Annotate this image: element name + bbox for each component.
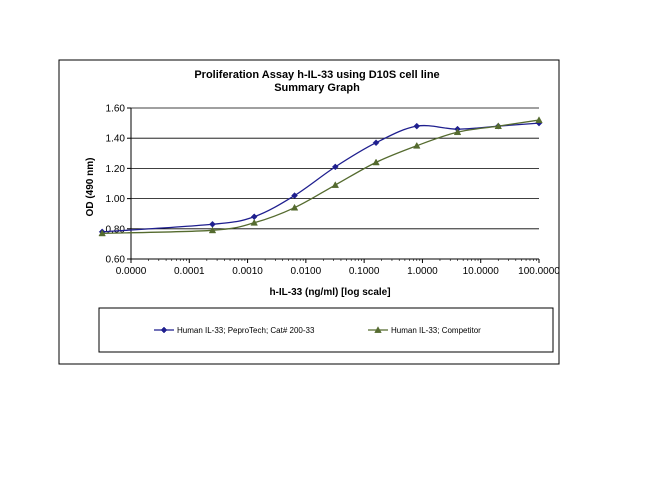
y-tick-label: 0.60 — [106, 255, 126, 266]
legend-label: Human IL-33; Competitor — [391, 326, 481, 335]
y-tick-label: 1.00 — [106, 194, 126, 205]
series-2 — [98, 116, 543, 237]
grid-lines — [131, 107, 539, 230]
series-line — [102, 119, 540, 234]
legend-entry-1: Human IL-33; PeproTech; Cat# 200-33 — [154, 326, 315, 335]
data-point-marker — [160, 326, 168, 334]
y-tick-label: 1.20 — [106, 164, 126, 175]
data-point-marker — [331, 163, 339, 171]
x-tick-label: 0.0010 — [232, 266, 263, 277]
legend-label: Human IL-33; PeproTech; Cat# 200-33 — [177, 326, 315, 335]
data-point-marker — [372, 139, 380, 147]
data-point-marker — [494, 122, 502, 130]
series-1 — [98, 119, 543, 236]
data-point-marker — [413, 141, 421, 149]
tick-labels: 0.60 0.80 1.00 1.20 1.40 1.60 0.0000 0.0001 0.00… — [106, 104, 561, 278]
x-tick-label: 10.0000 — [463, 266, 500, 277]
legend-box — [98, 307, 554, 353]
data-point-marker — [453, 128, 462, 136]
data-point-marker — [413, 122, 421, 130]
axes — [127, 107, 540, 263]
chart-subtitle: Summary Graph — [274, 82, 360, 94]
data-point-marker — [208, 226, 217, 234]
x-tick-label: 0.0100 — [291, 266, 322, 277]
x-tick-label: 0.0001 — [174, 266, 205, 277]
x-tick-label: 0.0000 — [116, 266, 147, 277]
data-point-marker — [290, 203, 299, 211]
y-tick-label: 1.60 — [106, 104, 126, 115]
y-tick-label: 0.80 — [106, 224, 126, 235]
series-line — [102, 122, 540, 233]
chart-title: Proliferation Assay h-IL-33 using D10S c… — [194, 69, 439, 81]
plot-area: 0.60 0.80 1.00 1.20 1.40 1.60 0.0000 0.0001 0.00… — [98, 104, 561, 278]
data-point-marker — [374, 326, 382, 333]
data-point-marker — [291, 192, 298, 199]
data-point-marker — [331, 181, 340, 188]
y-tick-label: 1.40 — [106, 134, 126, 145]
x-tick-label: 1.0000 — [407, 266, 438, 277]
data-point-marker — [98, 229, 106, 237]
legend-entry-2: Human IL-33; Competitor — [368, 326, 481, 335]
legend: Human IL-33; PeproTech; Cat# 200-33 Human… — [154, 326, 481, 335]
data-point-marker — [535, 116, 543, 123]
series-layer — [98, 116, 543, 237]
x-axis-label: h-IL-33 (ng/ml) [log scale] — [269, 287, 390, 298]
data-point-marker — [250, 218, 258, 226]
x-tick-label: 0.1000 — [349, 266, 380, 277]
y-axis-label: OD (490 nm) — [85, 158, 96, 217]
x-tick-label: 100.0000 — [518, 266, 560, 277]
data-point-marker — [372, 158, 380, 166]
